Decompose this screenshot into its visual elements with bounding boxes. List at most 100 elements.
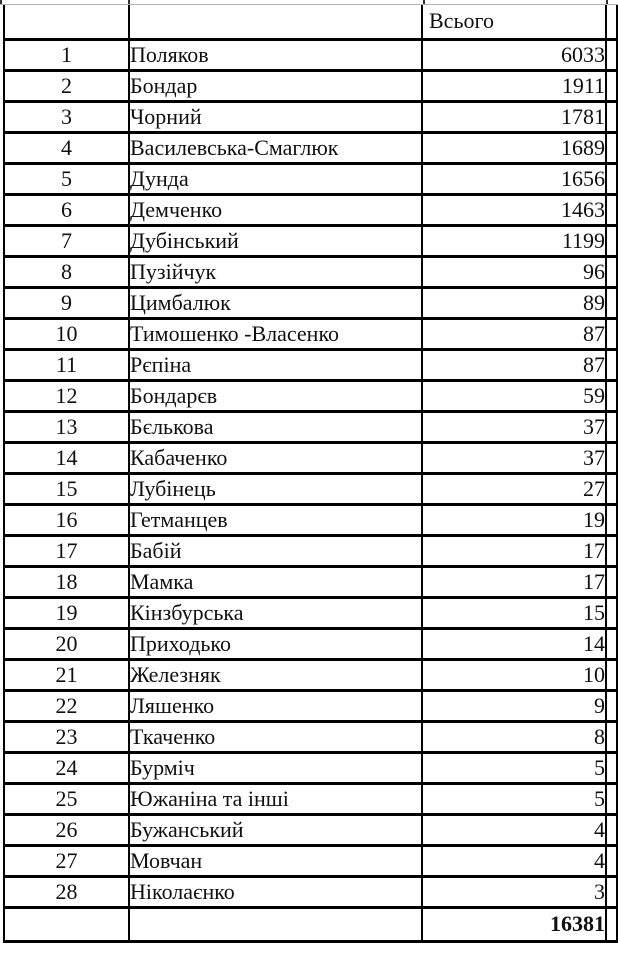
table-row: 18 Мамка 17: [4, 566, 618, 599]
cropped-gridline-tick: [128, 0, 130, 4]
cropped-column-cell: [606, 783, 618, 816]
value-cell: 96: [422, 256, 607, 289]
cropped-column-cell: [606, 256, 618, 289]
cropped-column-cell: [606, 287, 618, 320]
total-row: 16381: [4, 907, 618, 943]
name-cell: Гетманцев: [129, 504, 423, 537]
table-row: 21 Железняк 10: [4, 659, 618, 692]
total-value-cell: 16381: [422, 907, 607, 943]
table-row: 15 Лубінець 27: [4, 473, 618, 506]
header-row: Всього: [4, 5, 618, 41]
name-cell: Приходько: [129, 628, 423, 661]
cropped-column-cell: [606, 690, 618, 723]
name-cell: Пузійчук: [129, 256, 423, 289]
rank-cell: 10: [4, 318, 130, 351]
value-cell: 27: [422, 473, 607, 506]
name-cell: Кінзбурська: [129, 597, 423, 630]
cropped-row-remnant: [0, 0, 618, 5]
cropped-column-cell: [606, 132, 618, 165]
name-cell: Бабій: [129, 535, 423, 568]
table-body: 1 Поляков 6033 2 Бондар 1911 3 Чорний 1781 4 Васил…: [4, 39, 618, 909]
table-row: 2 Бондар 1911: [4, 70, 618, 103]
cropped-column-cell: [606, 5, 618, 41]
cropped-gridline-tick: [423, 0, 425, 4]
rank-cell: 5: [4, 163, 130, 196]
rank-cell: 2: [4, 70, 130, 103]
cropped-gridline-tick: [0, 0, 2, 4]
name-cell: Лубінець: [129, 473, 423, 506]
cropped-column-cell: [606, 39, 618, 72]
cropped-column-cell: [606, 752, 618, 785]
table-row: 16 Гетманцев 19: [4, 504, 618, 537]
name-cell: Чорний: [129, 101, 423, 134]
name-cell: Цимбалюк: [129, 287, 423, 320]
table-row: 24 Бурміч 5: [4, 752, 618, 785]
cropped-column-cell: [606, 380, 618, 413]
value-cell: 5: [422, 752, 607, 785]
rank-cell: 19: [4, 597, 130, 630]
cropped-column-cell: [606, 659, 618, 692]
cropped-column-cell: [606, 442, 618, 475]
table-row: 23 Ткаченко 8: [4, 721, 618, 754]
cropped-column-cell: [606, 349, 618, 382]
value-cell: 17: [422, 566, 607, 599]
table-row: 19 Кінзбурська 15: [4, 597, 618, 630]
table-row: 17 Бабій 17: [4, 535, 618, 568]
value-cell: 10: [422, 659, 607, 692]
rank-cell: 18: [4, 566, 130, 599]
value-cell: 4: [422, 845, 607, 878]
table-row: 7 Дубінський 1199: [4, 225, 618, 258]
name-cell: Дубінський: [129, 225, 423, 258]
value-cell: 37: [422, 442, 607, 475]
cropped-column-cell: [606, 163, 618, 196]
name-cell: Бондар: [129, 70, 423, 103]
name-cell: Дунда: [129, 163, 423, 196]
total-rank-cell: [4, 907, 130, 943]
rank-cell: 1: [4, 39, 130, 72]
cropped-column-cell: [606, 814, 618, 847]
cropped-column-cell: [606, 101, 618, 134]
name-cell: Бурміч: [129, 752, 423, 785]
name-cell: Мамка: [129, 566, 423, 599]
name-cell: Железняк: [129, 659, 423, 692]
total-name-cell: [129, 907, 423, 943]
rank-cell: 25: [4, 783, 130, 816]
rank-cell: 17: [4, 535, 130, 568]
rank-cell: 8: [4, 256, 130, 289]
name-cell: Поляков: [129, 39, 423, 72]
table-row: 27 Мовчан 4: [4, 845, 618, 878]
value-cell: 15: [422, 597, 607, 630]
cropped-column-cell: [606, 597, 618, 630]
cropped-gridline-tick: [606, 0, 608, 4]
table-row: 12 Бондарєв 59: [4, 380, 618, 413]
name-cell: Тимошенко -Власенко: [129, 318, 423, 351]
table-row: 20 Приходько 14: [4, 628, 618, 661]
name-cell: Кабаченко: [129, 442, 423, 475]
name-cell: Демченко: [129, 194, 423, 227]
rank-cell: 6: [4, 194, 130, 227]
rank-cell: 13: [4, 411, 130, 444]
cropped-column-cell: [606, 70, 618, 103]
rank-cell: 20: [4, 628, 130, 661]
results-table: Всього 1 Поляков 6033 2 Бондар 1911 3 Чорний 178…: [3, 5, 618, 943]
cropped-column-cell: [606, 225, 618, 258]
name-cell: Бужанський: [129, 814, 423, 847]
value-cell: 1911: [422, 70, 607, 103]
table-row: 22 Ляшенко 9: [4, 690, 618, 723]
table-row: 8 Пузійчук 96: [4, 256, 618, 289]
rank-cell: 22: [4, 690, 130, 723]
name-cell: Бондарєв: [129, 380, 423, 413]
name-cell: Ніколаєнко: [129, 876, 423, 909]
table-row: 3 Чорний 1781: [4, 101, 618, 134]
value-cell: 6033: [422, 39, 607, 72]
header-name-cell: [129, 5, 423, 41]
value-cell: 1781: [422, 101, 607, 134]
rank-cell: 23: [4, 721, 130, 754]
value-cell: 1199: [422, 225, 607, 258]
value-cell: 1656: [422, 163, 607, 196]
table-row: 11 Рєпіна 87: [4, 349, 618, 382]
header-rank-cell: [4, 5, 130, 41]
cropped-column-cell: [606, 504, 618, 537]
cropped-column-cell: [606, 194, 618, 227]
